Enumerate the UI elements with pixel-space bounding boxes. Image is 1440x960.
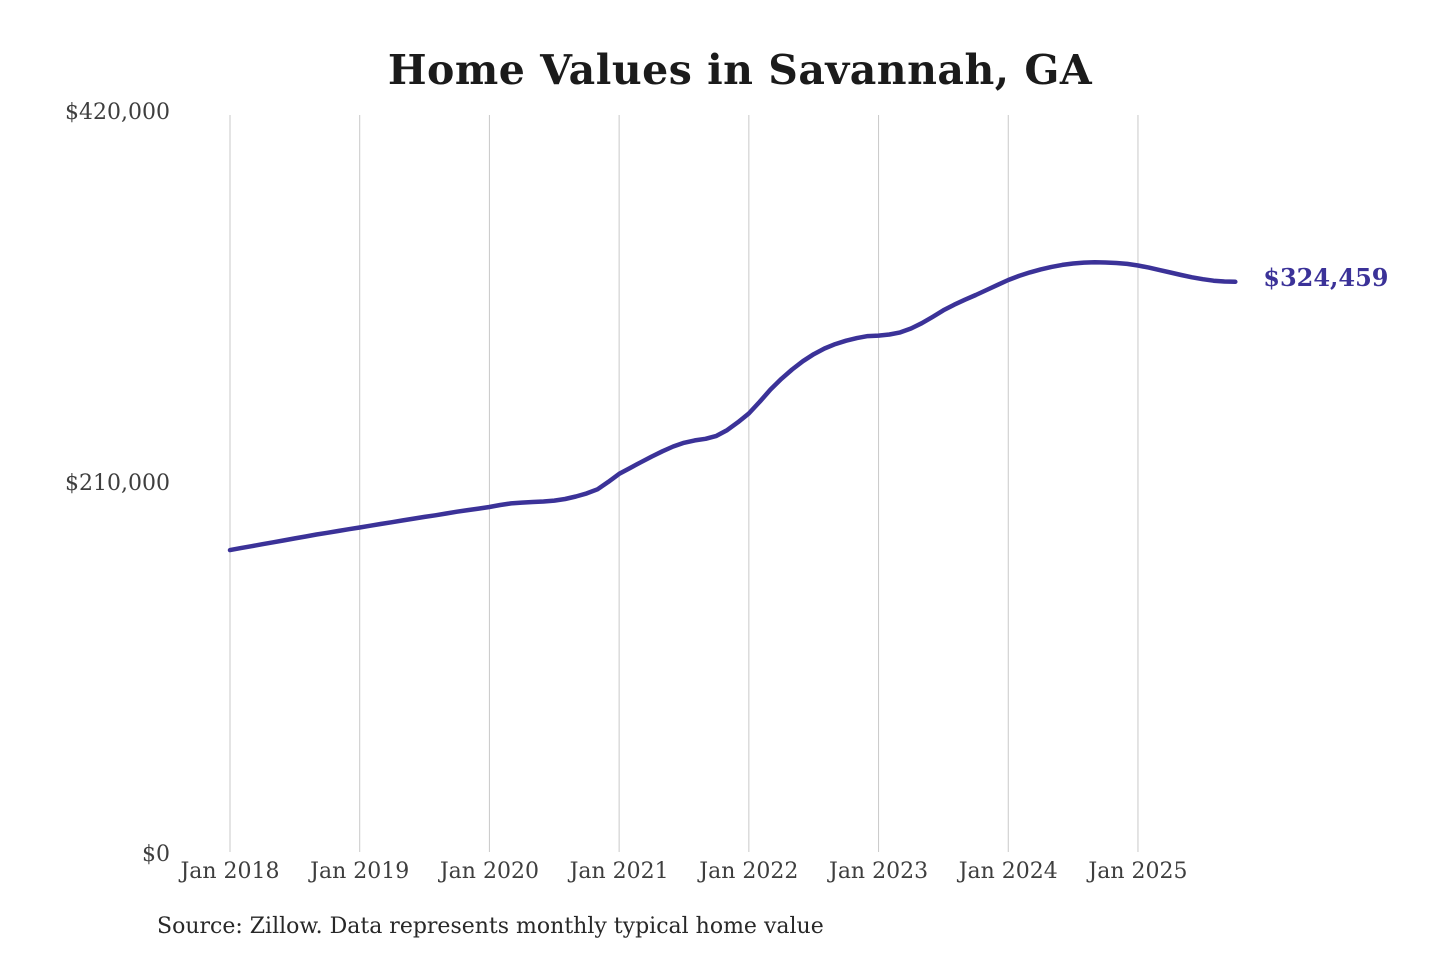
y-tick-label: $0 [142, 842, 170, 867]
x-tick-label: Jan 2018 [180, 859, 280, 884]
y-tick-label: $210,000 [65, 471, 170, 496]
current-value-label: $324,459 [1263, 262, 1389, 292]
x-tick-label: Jan 2023 [829, 859, 929, 884]
chart-title: Home Values in Savannah, GA [387, 46, 1093, 94]
x-tick-label: Jan 2024 [958, 859, 1058, 884]
y-tick-label: $420,000 [65, 100, 170, 125]
source-note: Source: Zillow. Data represents monthly … [157, 914, 824, 939]
x-tick-label: Jan 2020 [439, 859, 539, 884]
x-tick-label: Jan 2019 [310, 859, 410, 884]
x-tick-label: Jan 2025 [1088, 859, 1188, 884]
home-value-line [227, 260, 1238, 553]
x-tick-label: Jan 2022 [699, 859, 799, 884]
x-tick-label: Jan 2021 [569, 859, 669, 884]
